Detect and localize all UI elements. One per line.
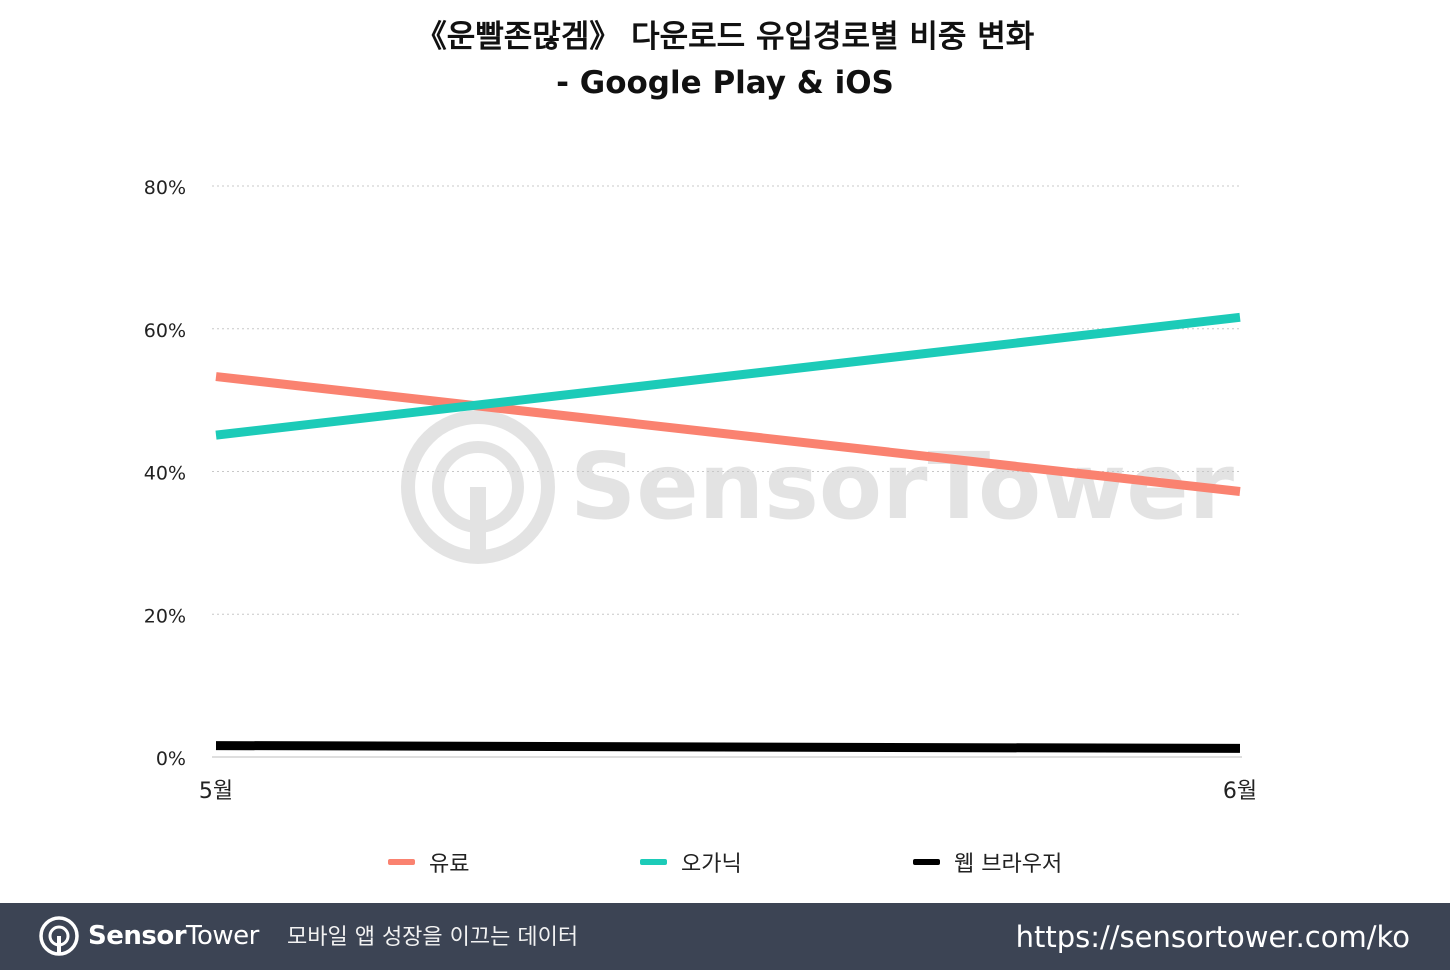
x-axis: 5월 6월 bbox=[199, 756, 1257, 804]
chart-title-line1: 《운빨존많겜》 다운로드 유입경로별 비중 변화 bbox=[415, 19, 1035, 55]
watermark-logo-stem bbox=[470, 487, 486, 559]
legend: 유료 오가닉 웹 브라우저 bbox=[0, 842, 1450, 882]
x-tick-label: 5월 bbox=[199, 779, 233, 804]
legend-label-organic: 오가닉 bbox=[681, 852, 742, 877]
grid-lines bbox=[212, 185, 1242, 615]
series-line-1 bbox=[215, 312, 1241, 440]
legend-item-organic: 오가닉 bbox=[640, 842, 742, 882]
legend-item-web-browser: 웹 브라우저 bbox=[913, 842, 1062, 882]
y-tick-label: 0% bbox=[156, 748, 186, 770]
legend-label-web-browser: 웹 브라우저 bbox=[954, 852, 1063, 877]
legend-item-paid: 유료 bbox=[388, 842, 469, 882]
chart-title: 《운빨존많겜》 다운로드 유입경로별 비중 변화 - Google Play &… bbox=[0, 14, 1450, 106]
legend-swatch-paid bbox=[388, 859, 415, 865]
series-line-2 bbox=[215, 741, 1241, 753]
y-tick-label: 20% bbox=[144, 605, 186, 627]
y-tick-label: 80% bbox=[144, 177, 186, 199]
footer-tagline: 모바일 앱 성장을 이끄는 데이터 bbox=[287, 925, 579, 950]
chart-title-line2: - Google Play & iOS bbox=[556, 65, 894, 101]
watermark-logo-ring bbox=[401, 410, 555, 564]
series-lines bbox=[215, 312, 1241, 753]
footer-brand[interactable]: SensorTower bbox=[88, 919, 259, 953]
y-tick-label: 40% bbox=[144, 463, 186, 485]
watermark-logo-inner-ring bbox=[432, 441, 524, 533]
footer-url-link[interactable]: https://sensortower.com/ko bbox=[1015, 920, 1410, 954]
y-tick-label: 60% bbox=[144, 320, 186, 342]
footer-brand-bold: Sensor bbox=[88, 921, 187, 951]
legend-swatch-organic bbox=[640, 859, 667, 865]
footer-bar: SensorTower 모바일 앱 성장을 이끄는 데이터 https://se… bbox=[0, 903, 1450, 970]
sensortower-logo-icon bbox=[39, 916, 79, 956]
y-axis: 0% 20% 40% 60% 80% bbox=[144, 177, 186, 770]
x-tick-label: 6월 bbox=[1223, 779, 1257, 804]
legend-label-paid: 유료 bbox=[429, 852, 470, 877]
line-chart: SensorTower 0% 20% 40% 60% 80% 5월 6월 bbox=[144, 177, 1257, 804]
legend-swatch-web-browser bbox=[913, 859, 940, 865]
footer-brand-regular: Tower bbox=[186, 921, 259, 951]
series-line-0 bbox=[215, 372, 1241, 496]
sensortower-watermark: SensorTower bbox=[401, 410, 1235, 564]
watermark-text: SensorTower bbox=[570, 433, 1235, 540]
